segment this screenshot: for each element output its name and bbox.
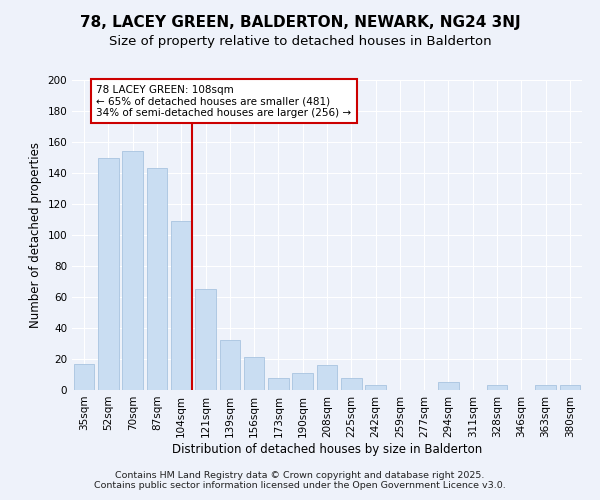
Bar (122, 152, 143, 390)
Bar (244, 358, 265, 390)
Text: Size of property relative to detached houses in Balderton: Size of property relative to detached ho… (109, 35, 491, 48)
Bar (268, 378, 289, 390)
Text: 78 LACEY GREEN: 108sqm
← 65% of detached houses are smaller (481)
34% of semi-de: 78 LACEY GREEN: 108sqm ← 65% of detached… (96, 84, 352, 118)
Bar (438, 382, 459, 390)
Bar (146, 168, 167, 390)
Bar (487, 386, 508, 390)
Bar (560, 386, 580, 390)
Bar (98, 158, 119, 390)
Text: 78, LACEY GREEN, BALDERTON, NEWARK, NG24 3NJ: 78, LACEY GREEN, BALDERTON, NEWARK, NG24… (80, 15, 520, 30)
Bar (535, 386, 556, 390)
Bar (365, 386, 386, 390)
Bar (195, 289, 216, 390)
Bar (317, 365, 337, 390)
Bar (171, 221, 191, 390)
Bar (341, 378, 362, 390)
Bar (220, 340, 240, 390)
Y-axis label: Number of detached properties: Number of detached properties (29, 142, 42, 328)
Bar (292, 373, 313, 390)
Bar (74, 364, 94, 390)
X-axis label: Distribution of detached houses by size in Balderton: Distribution of detached houses by size … (172, 442, 482, 456)
Text: Contains HM Land Registry data © Crown copyright and database right 2025.
Contai: Contains HM Land Registry data © Crown c… (94, 470, 506, 490)
